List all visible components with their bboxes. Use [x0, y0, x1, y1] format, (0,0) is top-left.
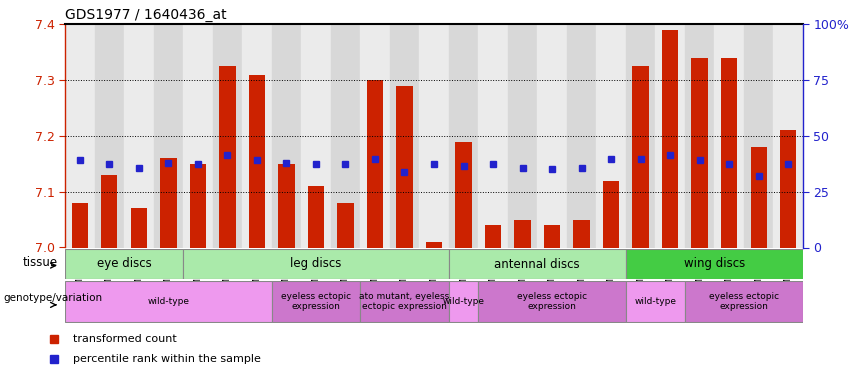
Bar	[367, 80, 383, 248]
Bar	[721, 58, 737, 248]
Bar	[242, 24, 272, 248]
Text: eyeless ectopic
expression: eyeless ectopic expression	[517, 292, 587, 311]
Bar	[154, 24, 183, 248]
Bar	[65, 249, 183, 279]
Bar	[183, 24, 213, 248]
Bar	[213, 24, 242, 248]
Bar	[692, 58, 707, 248]
Bar	[183, 249, 449, 279]
Bar	[190, 164, 206, 248]
Text: ato mutant, eyeless
ectopic expression: ato mutant, eyeless ectopic expression	[359, 292, 450, 311]
Bar	[655, 24, 685, 248]
Bar	[220, 66, 235, 248]
Bar	[308, 186, 324, 248]
Bar	[626, 249, 803, 279]
Bar	[65, 281, 272, 322]
Bar	[272, 24, 301, 248]
Text: tissue: tissue	[23, 256, 58, 269]
Bar	[780, 130, 796, 248]
Bar	[249, 75, 265, 248]
Bar	[449, 281, 478, 322]
Bar	[596, 24, 626, 248]
Bar	[744, 24, 773, 248]
Bar	[65, 24, 95, 248]
Bar	[301, 24, 331, 248]
Bar	[360, 281, 449, 322]
Bar	[449, 24, 478, 248]
Bar	[714, 24, 744, 248]
Bar	[272, 281, 360, 322]
Bar	[633, 66, 648, 248]
Text: antennal discs: antennal discs	[495, 258, 580, 270]
Bar	[397, 86, 412, 248]
Bar	[161, 158, 176, 248]
Bar	[95, 24, 124, 248]
Bar	[279, 164, 294, 248]
Bar	[626, 24, 655, 248]
Bar	[515, 220, 530, 248]
Bar	[478, 24, 508, 248]
Bar	[72, 203, 88, 248]
Bar	[419, 24, 449, 248]
Bar	[131, 209, 147, 248]
Text: wild-type: wild-type	[148, 297, 189, 306]
Bar	[331, 24, 360, 248]
Bar	[603, 181, 619, 248]
Bar	[485, 225, 501, 248]
Text: eye discs: eye discs	[96, 258, 152, 270]
Text: genotype/variation: genotype/variation	[3, 293, 102, 303]
Bar	[124, 24, 154, 248]
Bar	[478, 281, 626, 322]
Text: wild-type: wild-type	[443, 297, 484, 306]
Bar	[773, 24, 803, 248]
Bar	[662, 30, 678, 248]
Bar	[574, 220, 589, 248]
Bar	[449, 249, 626, 279]
Bar	[456, 141, 471, 248]
Bar	[360, 24, 390, 248]
Bar	[508, 24, 537, 248]
Text: leg discs: leg discs	[290, 258, 342, 270]
Bar	[544, 225, 560, 248]
Text: eyeless ectopic
expression: eyeless ectopic expression	[709, 292, 779, 311]
Text: wing discs: wing discs	[684, 258, 745, 270]
Bar	[338, 203, 353, 248]
Bar	[685, 281, 803, 322]
Bar	[537, 24, 567, 248]
Text: GDS1977 / 1640436_at: GDS1977 / 1640436_at	[65, 8, 227, 22]
Text: wild-type: wild-type	[635, 297, 676, 306]
Bar	[685, 24, 714, 248]
Bar	[567, 24, 596, 248]
Bar	[626, 281, 685, 322]
Bar	[426, 242, 442, 248]
Bar	[390, 24, 419, 248]
Bar	[751, 147, 766, 248]
Text: transformed count: transformed count	[73, 333, 177, 344]
Bar	[102, 175, 117, 248]
Text: eyeless ectopic
expression: eyeless ectopic expression	[281, 292, 351, 311]
Text: percentile rank within the sample: percentile rank within the sample	[73, 354, 260, 364]
